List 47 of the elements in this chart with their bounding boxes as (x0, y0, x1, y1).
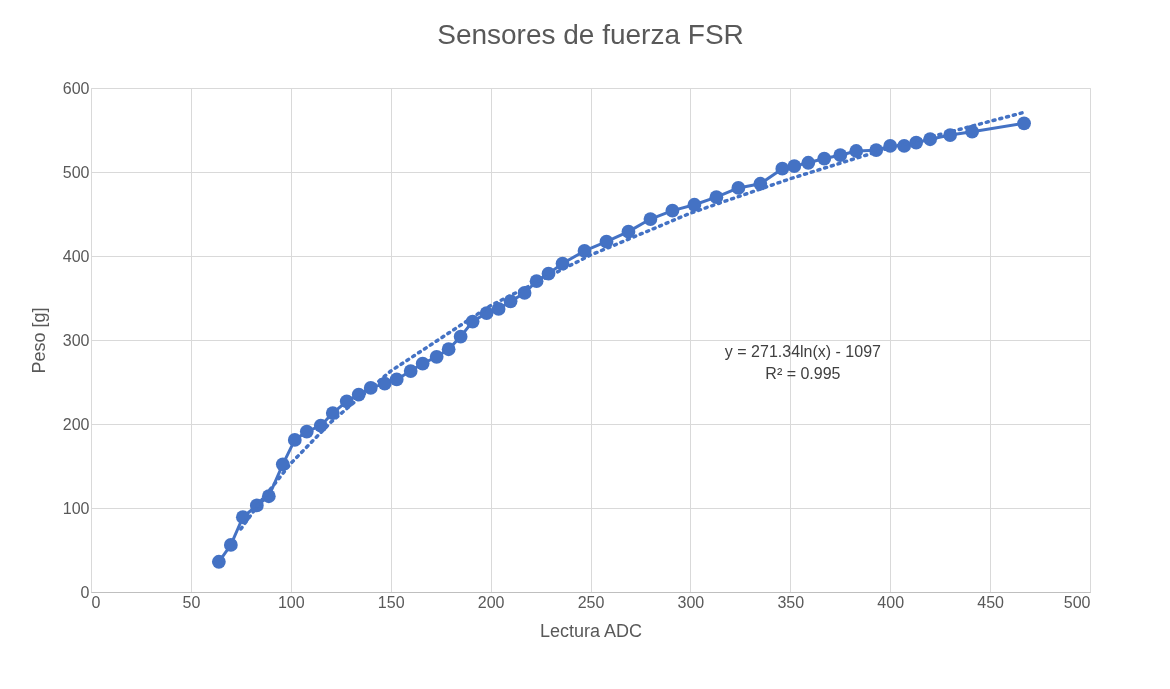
y-tick-label: 500 (62, 163, 90, 181)
point (577, 244, 592, 258)
point (787, 159, 802, 173)
x-tick-label: 0 (91, 593, 101, 611)
annotation: R² = 0.995 (765, 365, 841, 382)
x-tick-label: 150 (377, 593, 405, 611)
x-tick-label: 200 (477, 593, 505, 611)
point (403, 364, 418, 378)
point (709, 190, 724, 205)
x-tick-label: 350 (777, 593, 805, 611)
point (833, 148, 848, 163)
point (1017, 116, 1031, 131)
point (211, 554, 226, 569)
x-tick-label: 100 (277, 593, 305, 611)
point (801, 155, 816, 170)
y-tick-label: 400 (62, 247, 90, 265)
point (491, 302, 506, 316)
x-tick-label: 300 (677, 593, 705, 611)
point (453, 329, 468, 344)
x-axis-title: Lectura ADC (539, 620, 643, 641)
point (775, 161, 790, 176)
point (287, 433, 302, 447)
x-tick-label: 450 (977, 593, 1005, 611)
point (223, 538, 238, 552)
point (429, 349, 444, 364)
point (817, 151, 832, 166)
point (389, 372, 404, 387)
y-tick-label: 200 (62, 415, 90, 433)
chart-title: Sensores de fuerza FSR (437, 19, 744, 50)
point (687, 197, 702, 212)
x-tick-label: 500 (1063, 593, 1091, 611)
x-tick-label: 250 (577, 593, 605, 611)
point (665, 203, 680, 218)
point (731, 181, 746, 195)
y-tick-label: 100 (62, 499, 90, 517)
annotation: y = 271.34ln(x) - 1097 (724, 343, 882, 360)
point (849, 144, 864, 158)
point (621, 224, 636, 239)
x-tick-label: 50 (182, 593, 201, 611)
x-tick-label: 400 (877, 593, 905, 611)
point (643, 212, 658, 226)
point (415, 356, 430, 371)
point (299, 424, 314, 439)
y-tick-label: 600 (62, 79, 90, 97)
point (441, 342, 456, 357)
y-axis-title: Peso [g] (28, 307, 49, 374)
y-tick-label: 300 (62, 331, 90, 349)
